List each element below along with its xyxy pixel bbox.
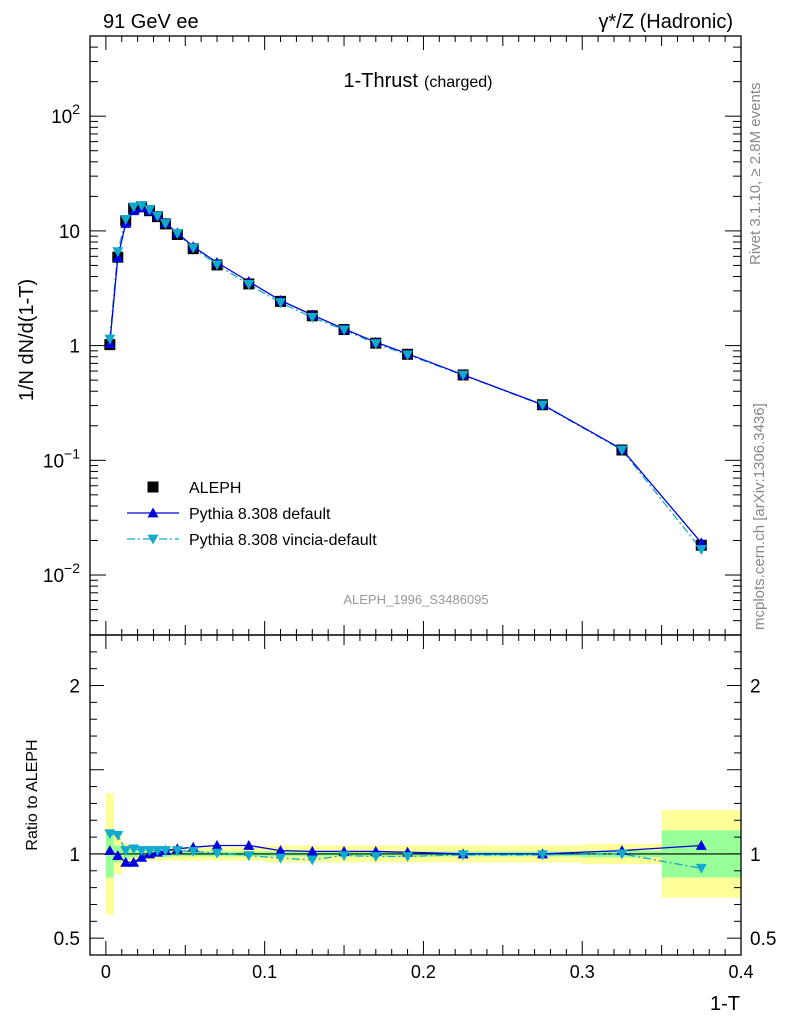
ratio-vincia-point <box>537 850 549 861</box>
ratio-default-point <box>275 845 287 855</box>
vincia-point <box>616 445 628 456</box>
ratio-vincia-point <box>457 850 469 861</box>
ratio-y-tick-label-right: 0.5 <box>750 929 776 950</box>
vincia-line <box>109 204 702 550</box>
ratio-vincia-point <box>171 846 183 857</box>
ratio-default-point <box>695 840 707 850</box>
ratio-vincia-point <box>275 853 287 864</box>
vincia-point <box>171 229 183 239</box>
ratio-vincia-point <box>136 846 148 857</box>
x-tick-label: 0.1 <box>252 962 277 982</box>
ratio-default-point <box>306 845 318 856</box>
ratio-y-tick-label: 2 <box>69 677 80 698</box>
x-tick-label: 0.4 <box>728 962 753 982</box>
top-y-tick-label: 10−2 <box>43 560 80 587</box>
vincia-point <box>112 247 124 258</box>
vincia-point <box>243 279 255 290</box>
ratio-y-tick-label: 0.5 <box>54 929 80 950</box>
ratio-vincia-point <box>112 831 124 841</box>
header-process: γ*/Z (Hadronic) <box>599 11 733 33</box>
ratio-vincia-point <box>144 846 156 857</box>
top-y-axis-label: 1/N dN/d(1-T) <box>16 279 38 401</box>
top-frame <box>89 35 742 636</box>
ratio-vincia-point <box>128 844 140 855</box>
vincia-point <box>144 205 156 216</box>
vincia-point <box>338 325 350 336</box>
legend-label: Pythia 8.308 default <box>189 506 331 523</box>
ratio-y-tick-label-right: 1 <box>750 845 761 866</box>
vincia-point <box>402 350 414 361</box>
legend-label: Pythia 8.308 vincia-default <box>189 532 377 549</box>
vincia-point <box>306 313 318 323</box>
ratio-vincia-point <box>211 848 223 859</box>
top-y-tick-label: 10 <box>59 222 80 243</box>
legend-marker-default <box>147 507 159 518</box>
analysis-id: ALEPH_1996_S3486095 <box>343 592 488 607</box>
ratio-vincia-point <box>159 846 171 857</box>
top-y-tick-label: 10−1 <box>43 445 80 472</box>
vincia-point <box>128 202 140 213</box>
x-axis-label: 1-T <box>710 993 740 1015</box>
ratio-frame <box>89 634 742 956</box>
legend-marker-aleph <box>147 481 159 493</box>
top-y-tick-label: 102 <box>51 101 80 128</box>
vincia-point <box>136 201 148 212</box>
ratio-vincia-point <box>616 849 628 860</box>
ratio-default-point <box>112 850 124 861</box>
vincia-point <box>151 211 163 222</box>
plot-title-sub: (charged) <box>424 74 492 91</box>
rivet-version: Rivet 3.1.10, ≥ 2.8M events <box>747 83 764 266</box>
ratio-default-point <box>211 840 223 850</box>
legend-marker-vincia <box>147 534 159 545</box>
ratio-default-point <box>120 856 132 867</box>
ratio-y-tick-label-right: 2 <box>750 677 761 698</box>
ratio-vincia-point <box>402 852 414 862</box>
vincia-point <box>211 260 223 271</box>
vincia-point <box>275 298 287 309</box>
ratio-default-point <box>136 851 148 862</box>
ratio-vincia-point <box>243 851 255 862</box>
vincia-point <box>370 339 382 350</box>
ratio-vincia-point <box>120 846 132 857</box>
header-energy: 91 GeV ee <box>103 11 199 33</box>
ratio-y-axis-label: Ratio to ALEPH <box>24 739 41 850</box>
x-tick-label: 0 <box>101 962 111 982</box>
vincia-point <box>120 214 132 225</box>
vincia-point <box>695 545 707 555</box>
ratio-vincia-point <box>306 855 318 866</box>
vincia-point <box>104 334 116 345</box>
plot-title: 1-Thrust (charged) <box>344 70 493 92</box>
top-y-tick-label: 1 <box>69 337 80 358</box>
vincia-point <box>457 370 469 381</box>
plot-title-main: 1-Thrust <box>344 70 419 92</box>
vincia-point <box>159 219 171 229</box>
x-tick-label: 0.3 <box>570 962 595 982</box>
ratio-vincia-point <box>370 852 382 862</box>
ratio-vincia-point <box>695 863 707 874</box>
ratio-default-point <box>128 856 140 867</box>
ratio-default-point <box>243 840 255 850</box>
mcplots-credit: mcplots.cern.ch [arXiv:1306.3436] <box>751 403 768 630</box>
ratio-vincia-point <box>338 851 350 862</box>
ratio-vincia-point <box>104 829 116 840</box>
legend-label: ALEPH <box>189 480 241 497</box>
vincia-point <box>187 243 199 254</box>
ratio-vincia-point <box>151 846 163 857</box>
ratio-vincia-point <box>187 847 199 857</box>
default-point <box>695 537 707 548</box>
x-tick-label: 0.2 <box>411 962 436 982</box>
vincia-point <box>537 400 549 411</box>
ratio-y-tick-label: 1 <box>69 845 80 866</box>
ratio-default-point <box>104 845 116 855</box>
